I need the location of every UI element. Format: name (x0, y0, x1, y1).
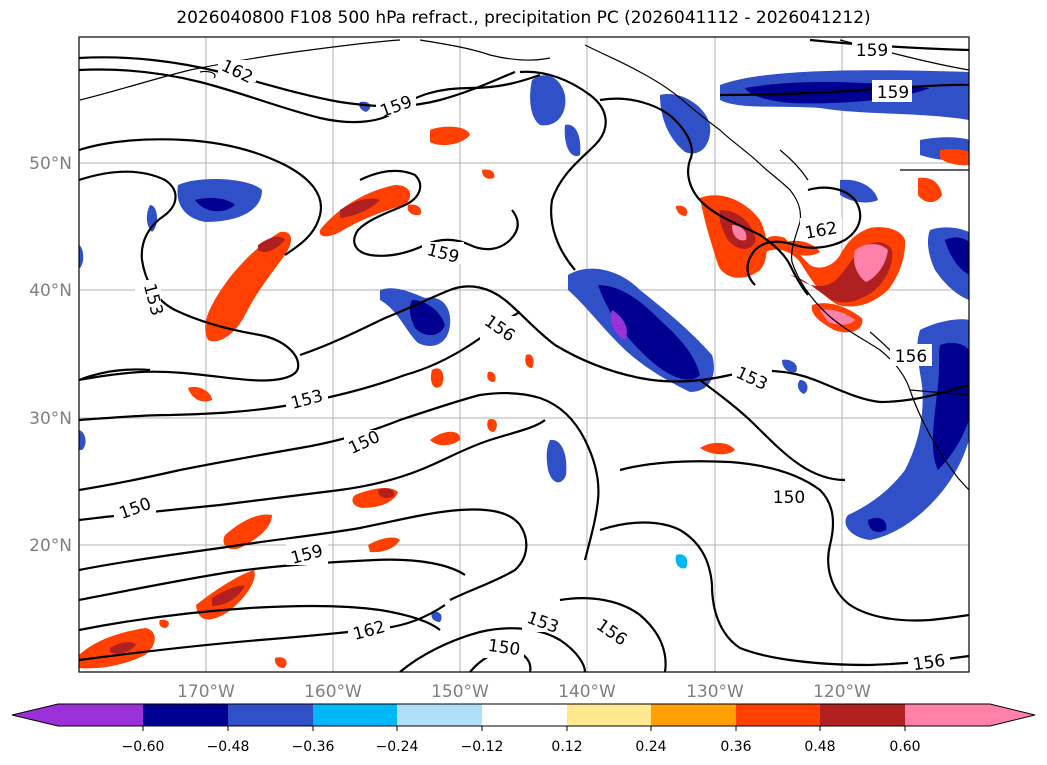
lon-label-130w: 130°W (686, 682, 744, 702)
contour-label: 156 (895, 347, 927, 367)
colorbar-segment (482, 704, 567, 726)
colorbar-extend-min (12, 704, 58, 726)
map-content: 162 159 159 159 159 162 153 156 153 153 … (79, 37, 969, 675)
lon-label-120w: 120°W (813, 682, 871, 702)
colorbar-tick-label: −0.48 (207, 739, 250, 755)
lon-label-140w: 140°W (558, 682, 616, 702)
lat-label-20n: 20°N (29, 536, 72, 556)
colorbar-tick-label: 0.48 (804, 739, 835, 755)
map-title: 2026040800 F108 500 hPa refract., precip… (176, 8, 871, 28)
colorbar-segment (58, 704, 143, 726)
colorbar-tick-label: −0.12 (461, 739, 504, 755)
colorbar: −0.60 −0.48 −0.36 −0.24 −0.12 0.12 0.24 … (11, 703, 1036, 755)
colorbar-tick-label: 0.12 (551, 739, 582, 755)
colorbar-tick-label: 0.36 (720, 739, 751, 755)
colorbar-segment (143, 704, 228, 726)
lat-label-40n: 40°N (29, 281, 72, 301)
colorbar-segment (228, 704, 313, 726)
colorbar-extend-max (990, 704, 1035, 726)
contour-label: 159 (877, 83, 909, 103)
lon-label-160w: 160°W (304, 682, 362, 702)
colorbar-segment (905, 704, 990, 726)
precip-positive (79, 126, 969, 669)
contour-label: 156 (912, 651, 947, 675)
colorbar-segment (736, 704, 820, 726)
map-frame (78, 36, 970, 673)
lat-label-30n: 30°N (29, 409, 72, 429)
longitude-labels: 170°W 160°W 150°W 140°W 130°W 120°W (177, 682, 871, 702)
lon-label-170w: 170°W (177, 682, 235, 702)
contour-label: 159 (856, 41, 888, 61)
colorbar-outline (11, 703, 1036, 727)
lat-label-50n: 50°N (29, 154, 72, 174)
latitude-labels: 50°N 40°N 30°N 20°N (29, 154, 72, 556)
contour-label: 150 (487, 636, 522, 660)
lon-label-150w: 150°W (431, 682, 489, 702)
colorbar-tick-label: 0.24 (635, 739, 666, 755)
colorbar-segment (397, 704, 482, 726)
colorbar-tick-label: −0.36 (292, 739, 335, 755)
gridlines (79, 37, 969, 672)
colorbar-segment (651, 704, 736, 726)
colorbar-segment (820, 704, 905, 726)
colorbar-segment (313, 704, 397, 726)
colorbar-tick-label: −0.60 (122, 739, 165, 755)
colorbar-segment (567, 704, 651, 726)
map-area (79, 37, 969, 672)
contour-label: 150 (773, 488, 805, 508)
colorbar-tick-label: 0.60 (889, 739, 920, 755)
contour-labels: 162 159 159 159 159 162 153 156 153 153 … (114, 38, 950, 675)
colorbar-tick-label: −0.24 (376, 739, 419, 755)
